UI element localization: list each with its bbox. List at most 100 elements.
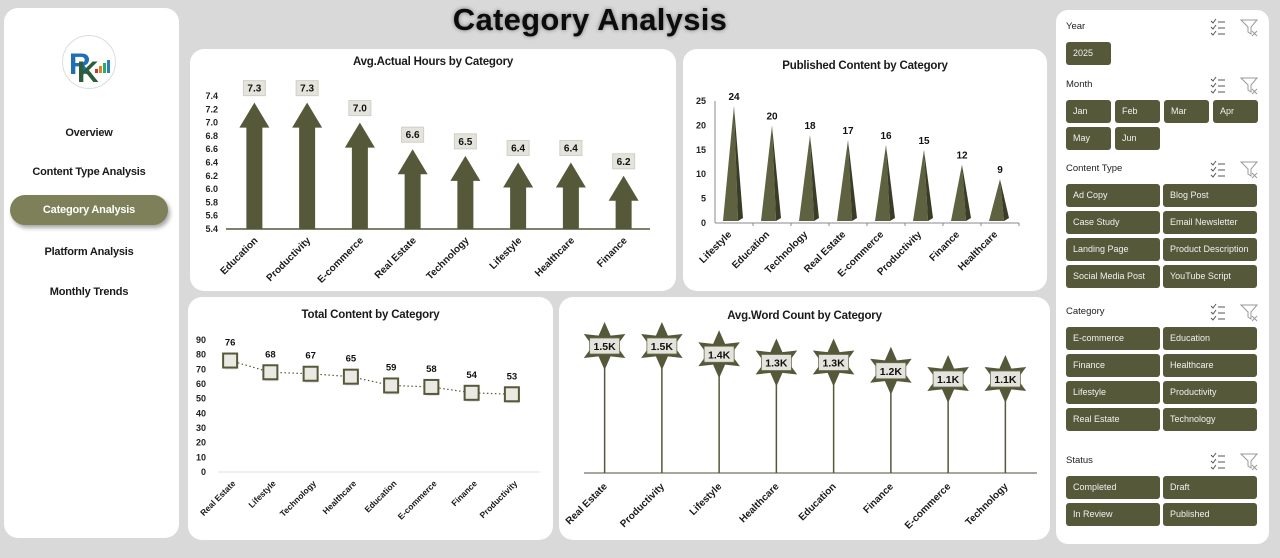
y-tick: 5: [701, 194, 706, 204]
data-label: 1.1K: [937, 374, 960, 386]
rk-logo-icon: R K: [62, 35, 116, 89]
y-tick: 0: [201, 467, 206, 477]
nav-platform-analysis[interactable]: Platform Analysis: [44, 246, 134, 258]
slicer-controls[interactable]: [1209, 302, 1259, 322]
y-tick: 7.0: [205, 118, 218, 128]
x-tick: E-commerce: [316, 235, 367, 286]
slicer-option-content-type[interactable]: YouTube Script: [1163, 265, 1257, 288]
y-tick: 7.2: [205, 104, 218, 114]
data-label: 1.1K: [994, 374, 1017, 386]
data-label: 6.6: [406, 130, 420, 141]
star-lollipop: 1.4K Lifestyle: [688, 330, 740, 518]
data-label: 7.3: [300, 84, 314, 95]
slicer-option-status[interactable]: In Review: [1066, 503, 1160, 526]
star-lollipop: 1.3K Healthcare: [738, 338, 798, 525]
y-tick: 90: [196, 335, 206, 345]
data-label: 58: [426, 364, 437, 375]
x-tick: Productivity: [477, 478, 519, 520]
slicer-label-content-type: Content Type: [1066, 163, 1123, 174]
data-label: 9: [997, 165, 1003, 176]
data-label: 1.2K: [880, 366, 903, 378]
x-tick: Technology: [278, 478, 319, 519]
multi-select-icon: [1210, 18, 1225, 36]
slicer-controls[interactable]: [1209, 75, 1259, 95]
data-label-box: [506, 140, 530, 156]
slicer-option-content-type[interactable]: Ad Copy: [1066, 184, 1160, 207]
slicer-option-status[interactable]: Published: [1163, 503, 1257, 526]
data-label: 6.4: [511, 144, 525, 155]
slicer-option-status[interactable]: Completed: [1066, 476, 1160, 499]
data-label: 24: [728, 92, 740, 103]
data-label-box: [589, 337, 621, 355]
nav-monthly-trends[interactable]: Monthly Trends: [49, 286, 129, 298]
slicer-option-category[interactable]: Productivity: [1163, 381, 1257, 404]
data-label: 7.3: [247, 84, 261, 95]
x-tick: Lifestyle: [246, 478, 278, 510]
clear-filter-icon: [1239, 453, 1259, 471]
slicer-option-content-type[interactable]: Social Media Post: [1066, 265, 1160, 288]
data-label: 7.0: [353, 104, 367, 115]
clear-filter-icon: [1239, 304, 1259, 322]
nav-category-analysis[interactable]: Category Analysis: [10, 195, 168, 225]
slicer-option-month[interactable]: Jan: [1066, 100, 1111, 123]
x-tick: Finance: [928, 229, 963, 264]
arrow-bar: 6.4 Healthcare: [533, 140, 586, 279]
slicer-controls[interactable]: [1209, 17, 1259, 37]
x-tick: Lifestyle: [488, 235, 525, 272]
total-content-chart: Total Content by Category 90 80 70 60 50 40 30…: [188, 297, 553, 540]
clear-filter-icon: [1239, 19, 1259, 37]
arrow-bar: 6.6 Real Estate: [373, 126, 428, 281]
slicer-option-month[interactable]: May: [1066, 127, 1111, 150]
slicer-option-content-type[interactable]: Landing Page: [1066, 238, 1160, 261]
slicer-option-year[interactable]: 2025: [1066, 42, 1111, 65]
star-lollipop: 1.2K Finance: [861, 346, 912, 516]
y-tick: 0: [701, 218, 706, 228]
slicer-label-category: Category: [1066, 306, 1105, 317]
slicer-option-category[interactable]: E-commerce: [1066, 327, 1160, 350]
slicer-option-category[interactable]: Education: [1163, 327, 1257, 350]
slicer-option-month[interactable]: Jun: [1115, 127, 1160, 150]
slicer-controls[interactable]: [1209, 159, 1259, 179]
x-tick: Lifestyle: [698, 229, 735, 266]
slicer-option-category[interactable]: Finance: [1066, 354, 1160, 377]
y-tick: 6.6: [205, 144, 218, 154]
x-tick: Real Estate: [198, 478, 238, 518]
slicer-option-status[interactable]: Draft: [1163, 476, 1257, 499]
arrow-bar: 7.3 Education: [219, 80, 270, 277]
slicer-option-month[interactable]: Apr: [1213, 100, 1258, 123]
multi-select-icon: [1210, 452, 1225, 470]
nav-overview[interactable]: Overview: [65, 127, 113, 139]
x-tick: Technology: [425, 235, 472, 282]
data-label-box: [646, 337, 678, 355]
data-label: 17: [842, 126, 854, 137]
slicer-option-category[interactable]: Healthcare: [1163, 354, 1257, 377]
x-tick: Healthcare: [956, 229, 1000, 273]
sidebar: R K Overview Content Type Analysis Categ…: [4, 8, 179, 538]
slicer-option-category[interactable]: Real Estate: [1066, 408, 1160, 431]
data-label: 1.3K: [823, 358, 846, 370]
y-tick: 5.4: [205, 224, 218, 234]
x-tick: Healthcare: [533, 235, 577, 279]
x-tick: Finance: [449, 478, 479, 508]
slicer-option-category[interactable]: Lifestyle: [1066, 381, 1160, 404]
slicer-option-content-type[interactable]: Blog Post: [1163, 184, 1257, 207]
svg-text:K: K: [77, 56, 99, 89]
slicer-option-category[interactable]: Technology: [1163, 408, 1257, 431]
data-label-box: [295, 80, 319, 97]
slicer-controls[interactable]: [1209, 451, 1259, 471]
slicer-option-content-type[interactable]: Email Newsletter: [1163, 211, 1257, 234]
arrow-bar: 6.2 Finance: [595, 153, 639, 270]
slicer-option-month[interactable]: Feb: [1115, 100, 1160, 123]
slicer-option-content-type[interactable]: Product Description: [1163, 238, 1257, 261]
arrow-bar: 7.0 E-commerce: [316, 100, 375, 286]
y-tick: 6.0: [205, 184, 218, 194]
data-label-box: [612, 153, 636, 170]
slicer-option-content-type[interactable]: Case Study: [1066, 211, 1160, 234]
x-tick: Real Estate: [373, 235, 419, 281]
nav-content-type-analysis[interactable]: Content Type Analysis: [32, 166, 146, 178]
multi-select-icon: [1210, 160, 1225, 178]
slicer-option-month[interactable]: Mar: [1164, 100, 1209, 123]
y-tick: 20: [696, 120, 706, 130]
data-label-box: [559, 140, 583, 156]
y-tick: 60: [196, 379, 206, 389]
